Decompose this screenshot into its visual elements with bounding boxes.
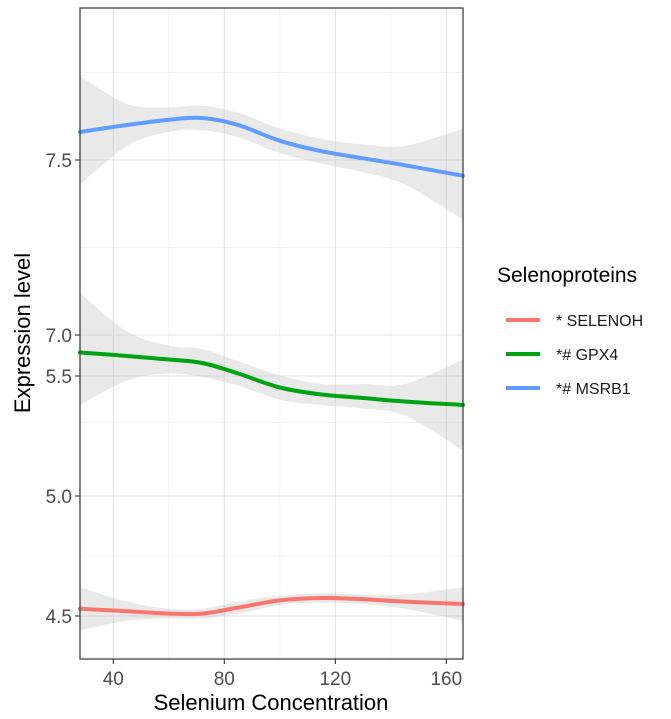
series-line-selenoh [78,595,465,617]
x-tick-label: 120 [319,669,351,690]
y-axis-title: Expression level [10,253,35,413]
series-lines [78,115,465,617]
legend-items: * SELENOH *# GPX4 *# MSRB1 [506,313,643,398]
ribbon-gpx4 [80,293,463,451]
y-tick-label: 5.0 [46,487,72,508]
plot-border [79,7,464,660]
major-gridlines [80,8,463,659]
x-tick-label: 40 [103,669,124,690]
y-tick-label: 4.5 [46,607,72,628]
x-tick-label: 160 [430,669,462,690]
legend-label-msrb1: *# MSRB1 [556,381,631,398]
x-tick-label: 80 [214,669,235,690]
series-line-msrb1 [78,115,465,178]
y-axis-ticks: 4.5 5.0 5.5 7.0 7.5 [46,151,80,628]
y-tick-label: 7.0 [46,326,72,347]
legend-label-selenoh: * SELENOH [556,313,643,330]
legend-title: Selenoproteins [497,264,637,287]
minor-gridlines [80,8,463,659]
y-tick-label: 7.5 [46,151,72,172]
x-axis-title: Selenium Concentration [154,690,389,715]
legend-label-gpx4: *# GPX4 [556,347,618,364]
ribbon-msrb1 [80,76,463,220]
legend: Selenoproteins * SELENOH *# GPX4 *# MSRB1 [497,264,643,398]
x-axis-ticks: 40 80 120 160 [103,659,462,690]
plot-panel [80,8,463,659]
y-tick-label: 5.5 [46,367,72,388]
series-line-gpx4 [78,350,465,407]
